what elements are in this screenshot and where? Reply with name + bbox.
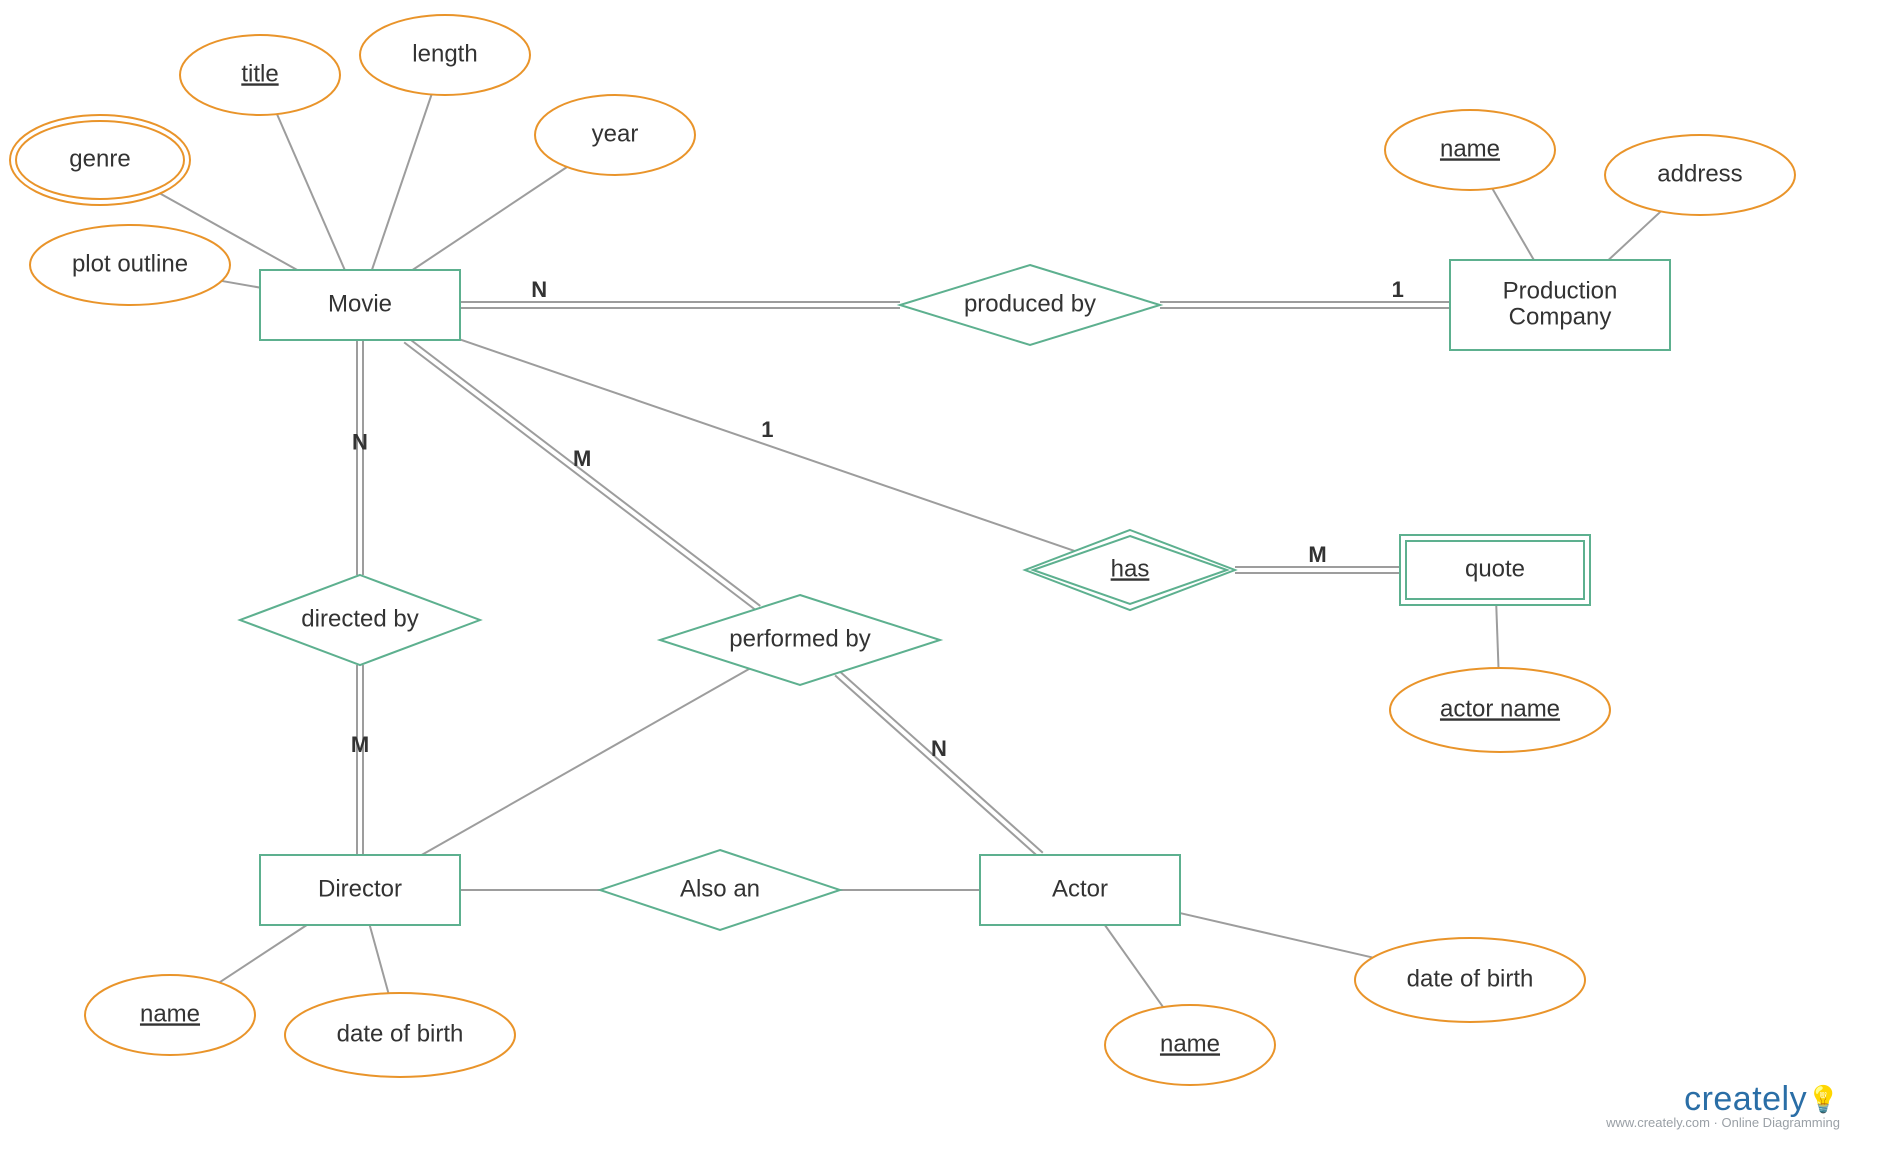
attribute-genre: genre	[10, 115, 190, 205]
attribute-title: title	[180, 35, 340, 115]
svg-text:Company: Company	[1509, 303, 1612, 330]
attribute-act_dob: date of birth	[1355, 938, 1585, 1022]
svg-text:address: address	[1657, 160, 1742, 187]
svg-text:genre: genre	[69, 145, 130, 172]
entity-movie: Movie	[260, 270, 460, 340]
svg-text:produced by: produced by	[964, 290, 1096, 317]
edge	[1180, 913, 1373, 957]
attribute-length: length	[360, 15, 530, 95]
attribute-pc_address: address	[1605, 135, 1795, 215]
entity-prodco: ProductionCompany	[1450, 260, 1670, 350]
edge-label: N	[352, 429, 368, 454]
svg-text:Also an: Also an	[680, 875, 760, 902]
edge: 1	[1160, 277, 1450, 308]
relationship-also_an: Also an	[600, 850, 840, 930]
svg-text:directed by: directed by	[301, 605, 418, 632]
relationship-performed_by: performed by	[660, 595, 940, 685]
svg-text:name: name	[1440, 135, 1500, 162]
edge-label: M	[351, 732, 369, 757]
edge	[222, 281, 260, 288]
edge	[219, 925, 306, 982]
svg-text:Production: Production	[1503, 277, 1618, 304]
edge	[1608, 211, 1660, 260]
edge	[372, 94, 432, 270]
edge: M	[404, 338, 760, 611]
attribute-actor_name_q: actor name	[1390, 668, 1610, 752]
edge	[1105, 925, 1163, 1007]
attribute-plot_outline: plot outline	[30, 225, 230, 305]
attribute-pc_name: name	[1385, 110, 1555, 190]
brand-name-text: creately	[1684, 1080, 1807, 1118]
svg-text:Actor: Actor	[1052, 875, 1108, 902]
relationship-directed_by: directed by	[240, 575, 480, 665]
edge	[277, 114, 345, 270]
edge: M	[1235, 542, 1400, 573]
edge: N	[460, 277, 900, 308]
attribute-dir_dob: date of birth	[285, 993, 515, 1077]
relationship-has: has	[1025, 530, 1235, 610]
svg-text:year: year	[592, 120, 639, 147]
edge-label: M	[573, 446, 591, 471]
branding-footer: creately💡 www.creately.com · Online Diag…	[1606, 1080, 1840, 1130]
entity-director: Director	[260, 855, 460, 925]
svg-text:date of birth: date of birth	[1407, 965, 1534, 992]
entity-actor: Actor	[980, 855, 1180, 925]
edge-label: N	[531, 277, 547, 302]
edge-label: N	[931, 736, 947, 761]
edge: 1	[460, 339, 1075, 551]
svg-text:name: name	[1160, 1030, 1220, 1057]
attribute-dir_name: name	[85, 975, 255, 1055]
bulb-icon: 💡	[1807, 1084, 1840, 1114]
svg-text:performed by: performed by	[729, 625, 870, 652]
svg-text:title: title	[241, 60, 278, 87]
brand-logo: creately💡	[1606, 1080, 1840, 1119]
svg-text:name: name	[140, 1000, 200, 1027]
svg-text:quote: quote	[1465, 555, 1525, 582]
edge-label: 1	[761, 417, 773, 442]
svg-text:has: has	[1111, 555, 1150, 582]
edge-label: M	[1308, 542, 1326, 567]
entity-quote: quote	[1400, 535, 1590, 605]
edge: N	[352, 340, 368, 575]
svg-text:length: length	[412, 40, 477, 67]
edge: N	[835, 671, 1043, 857]
svg-text:Movie: Movie	[328, 290, 392, 317]
edge	[370, 925, 389, 993]
attribute-year: year	[535, 95, 695, 175]
svg-text:actor name: actor name	[1440, 695, 1560, 722]
edge: M	[351, 665, 369, 855]
svg-text:Director: Director	[318, 875, 402, 902]
edge-label: 1	[1392, 277, 1404, 302]
svg-text:date of birth: date of birth	[337, 1020, 464, 1047]
er-diagram: N 1 N M M N 1 M Movie ProductionCompany quote Direc…	[0, 0, 1880, 1150]
edge	[413, 167, 568, 270]
edge	[1492, 189, 1533, 260]
edge	[1496, 605, 1498, 668]
attribute-act_name: name	[1105, 1005, 1275, 1085]
brand-tagline: www.creately.com · Online Diagramming	[1606, 1115, 1840, 1130]
node-layer: Movie ProductionCompany quote Director Actor…	[10, 15, 1795, 1085]
svg-text:plot outline: plot outline	[72, 250, 188, 277]
edge	[422, 669, 750, 855]
relationship-produced_by: produced by	[900, 265, 1160, 345]
